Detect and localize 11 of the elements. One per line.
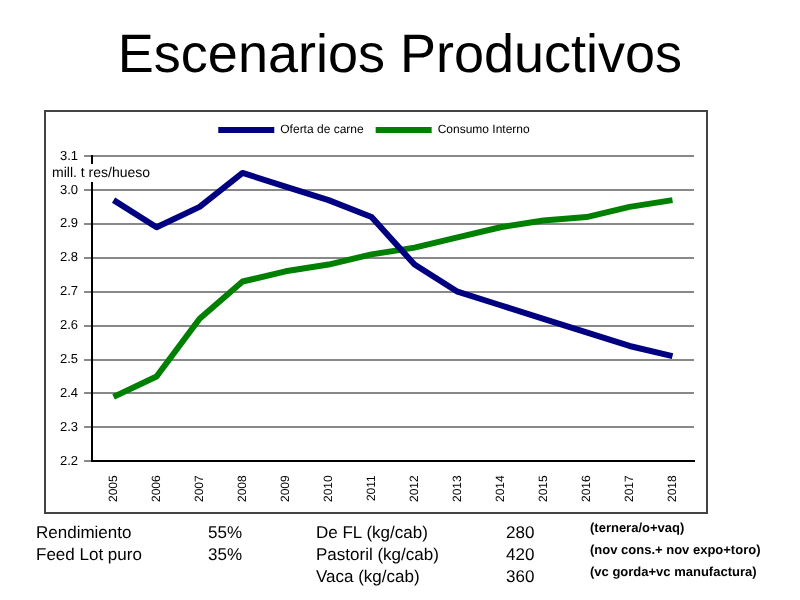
- text: 420: [506, 544, 537, 564]
- text: Vaca (kg/cab): [316, 566, 422, 586]
- text: 35%: [208, 544, 245, 564]
- text: Pastoril (kg/cab): [316, 544, 441, 564]
- text: De FL (kg/cab): [316, 522, 430, 542]
- text: 55%: [208, 522, 245, 542]
- text: Rendimiento: [36, 522, 134, 542]
- text: Feed Lot puro: [36, 544, 144, 564]
- text: 360: [506, 566, 537, 586]
- chart-title: Escenarios Productivos: [115, 24, 685, 86]
- text: 280: [506, 522, 537, 542]
